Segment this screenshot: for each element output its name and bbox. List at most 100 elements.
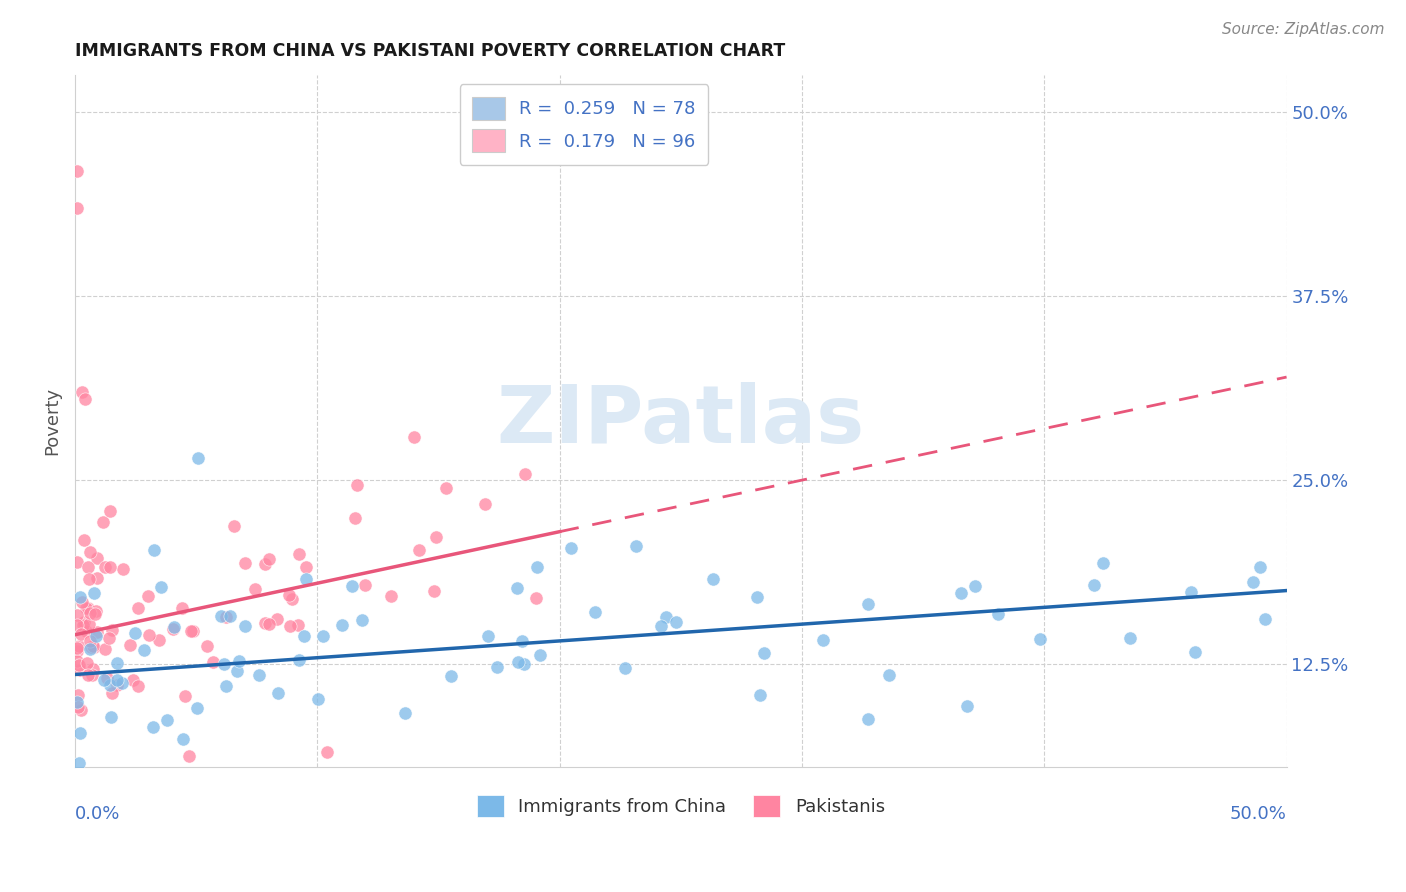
Point — [174, 689, 197, 703]
Point — [222, 518, 245, 533]
Point — [98, 678, 121, 692]
Point — [172, 731, 194, 746]
Point — [408, 542, 430, 557]
Point — [856, 712, 879, 726]
Point — [506, 581, 529, 595]
Point — [179, 749, 201, 764]
Point — [266, 612, 288, 626]
Point — [402, 430, 425, 444]
Point — [127, 600, 149, 615]
Point — [485, 660, 508, 674]
Point — [69, 702, 91, 716]
Point — [73, 615, 96, 629]
Point — [233, 556, 256, 570]
Point — [434, 481, 457, 495]
Point — [76, 657, 98, 671]
Point — [69, 640, 91, 654]
Point — [86, 551, 108, 566]
Point — [813, 633, 835, 648]
Point — [105, 656, 128, 670]
Point — [526, 560, 548, 574]
Point — [118, 638, 141, 652]
Point — [665, 615, 688, 629]
Text: Source: ZipAtlas.com: Source: ZipAtlas.com — [1222, 22, 1385, 37]
Point — [259, 552, 281, 566]
Point — [195, 639, 218, 653]
Point — [745, 590, 768, 604]
Point — [219, 609, 242, 624]
Point — [136, 590, 159, 604]
Point — [86, 624, 108, 639]
Point — [163, 620, 186, 634]
Point — [100, 709, 122, 723]
Point — [749, 688, 772, 702]
Point — [105, 673, 128, 687]
Point — [235, 618, 257, 632]
Point — [122, 673, 145, 688]
Point — [1119, 631, 1142, 645]
Point — [1180, 585, 1202, 599]
Point — [650, 618, 672, 632]
Point — [72, 618, 94, 632]
Point — [79, 572, 101, 586]
Point — [142, 542, 165, 557]
Point — [215, 610, 238, 624]
Point — [75, 601, 97, 615]
Point — [215, 679, 238, 693]
Point — [440, 669, 463, 683]
Point — [82, 640, 104, 654]
Point — [187, 451, 209, 466]
Point — [82, 667, 104, 681]
Point — [100, 685, 122, 699]
Point — [132, 643, 155, 657]
Point — [353, 578, 375, 592]
Point — [956, 699, 979, 714]
Point — [613, 661, 636, 675]
Point — [66, 607, 89, 622]
Point — [69, 663, 91, 677]
Point — [66, 617, 89, 632]
Point — [307, 692, 329, 706]
Point — [93, 641, 115, 656]
Point — [142, 720, 165, 734]
Point — [98, 560, 121, 574]
Point — [170, 601, 193, 615]
Point — [278, 619, 301, 633]
Point — [856, 597, 879, 611]
Point — [513, 657, 536, 671]
Point — [287, 617, 309, 632]
Point — [84, 607, 107, 621]
Point — [288, 653, 311, 667]
Point — [311, 629, 333, 643]
Point — [83, 640, 105, 654]
Point — [280, 592, 302, 607]
Point — [1083, 578, 1105, 592]
Point — [508, 655, 530, 669]
Point — [76, 668, 98, 682]
Point — [202, 655, 225, 669]
Text: ZIPatlas: ZIPatlas — [496, 383, 865, 460]
Point — [101, 623, 124, 637]
Point — [288, 548, 311, 562]
Point — [73, 533, 96, 547]
Y-axis label: Poverty: Poverty — [44, 387, 60, 455]
Point — [316, 745, 339, 759]
Point — [253, 615, 276, 630]
Point — [477, 629, 499, 643]
Point — [529, 648, 551, 663]
Point — [524, 591, 547, 606]
Point — [295, 560, 318, 574]
Point — [69, 725, 91, 739]
Point — [212, 657, 235, 672]
Point — [96, 671, 118, 685]
Point — [1029, 632, 1052, 646]
Point — [67, 756, 90, 770]
Point — [84, 604, 107, 618]
Point — [93, 515, 115, 529]
Point — [583, 605, 606, 619]
Point — [111, 676, 134, 690]
Point — [79, 642, 101, 657]
Point — [259, 616, 281, 631]
Point — [655, 609, 678, 624]
Point — [247, 667, 270, 681]
